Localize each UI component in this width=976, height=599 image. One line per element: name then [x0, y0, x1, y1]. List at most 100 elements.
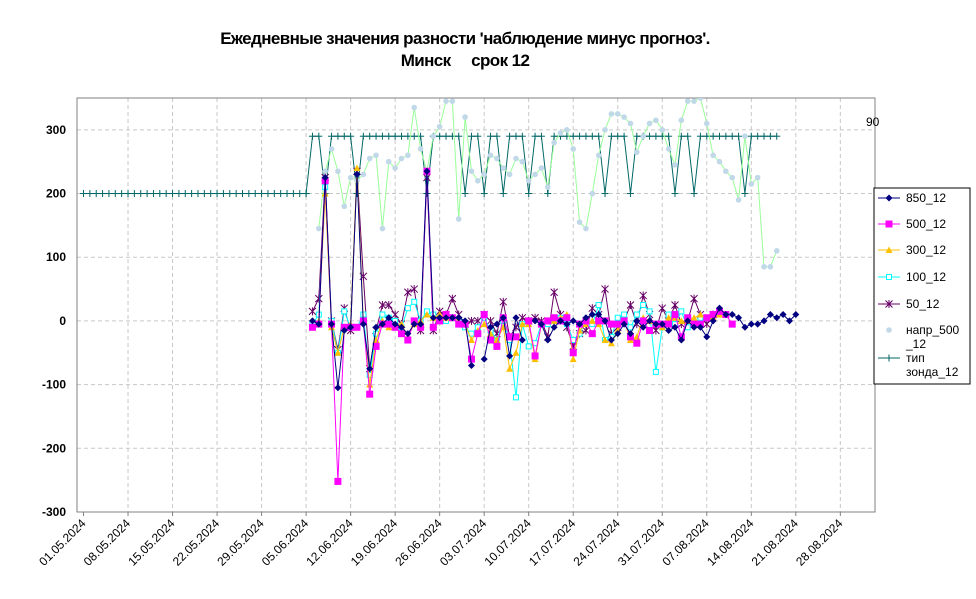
data-point [385, 158, 392, 165]
series-line [312, 187, 701, 398]
data-point [525, 190, 533, 198]
plot-area [76, 97, 876, 513]
data-point [773, 248, 780, 254]
data-point [735, 197, 742, 203]
data-point [576, 132, 584, 140]
data-point [442, 314, 450, 322]
data-point [886, 327, 892, 333]
series-markers [316, 98, 780, 270]
x-tick-label: 12.06.2024 [303, 516, 356, 569]
legend-item-тип-зонда_12: тип зонда_12 [878, 351, 959, 379]
data-point [531, 132, 539, 140]
data-point [601, 336, 609, 344]
data-point [207, 190, 215, 198]
series-тип-зонда_12 [80, 132, 781, 198]
legend-label: 300_12 [906, 243, 946, 257]
data-point [550, 288, 558, 297]
data-point [360, 171, 367, 178]
data-point [741, 190, 749, 198]
data-point [885, 354, 893, 362]
x-tick-label: 05.06.2024 [259, 516, 312, 569]
data-point [537, 132, 545, 140]
data-point [702, 320, 711, 329]
data-point [500, 165, 507, 171]
data-point [627, 324, 634, 331]
data-point [601, 285, 609, 294]
data-point [747, 132, 755, 140]
data-point [640, 302, 647, 308]
data-point [512, 314, 520, 322]
data-point [646, 317, 654, 325]
data-point [410, 132, 418, 140]
data-point [595, 302, 602, 308]
data-point [525, 178, 532, 184]
data-point [564, 127, 570, 133]
data-point [118, 190, 126, 198]
data-point [270, 190, 278, 198]
data-point [678, 117, 685, 124]
data-point [258, 190, 266, 198]
legend-item-300_12: 300_12 [878, 243, 946, 257]
data-point [181, 190, 189, 198]
data-point [518, 320, 526, 328]
data-point [735, 314, 743, 322]
legend: 850_12 500_12 300_12 100_12 50_12 напр_500 _12… [873, 187, 971, 385]
data-point [398, 323, 405, 331]
data-point [652, 132, 660, 140]
data-point [532, 171, 538, 178]
data-point [372, 132, 380, 140]
legend-item-100_12: 100_12 [878, 270, 946, 284]
data-point [633, 339, 641, 347]
x-tick-label: 07.08.2024 [660, 516, 713, 569]
data-point [512, 333, 520, 341]
data-point [499, 190, 507, 198]
data-point [588, 317, 596, 324]
legend-item-напр_500_12: напр_500 _12 [886, 323, 959, 351]
data-point [748, 181, 755, 187]
data-point [665, 326, 673, 334]
data-point [200, 190, 208, 198]
data-point [493, 342, 501, 350]
data-point [620, 132, 628, 140]
data-point [162, 190, 170, 198]
x-tick-label: 28.08.2024 [793, 516, 846, 569]
data-point [728, 320, 736, 328]
data-point [709, 311, 717, 319]
data-point [652, 320, 660, 328]
data-point [417, 146, 424, 152]
data-point [716, 158, 723, 165]
data-point [372, 323, 380, 331]
data-point [544, 184, 551, 190]
data-point [525, 317, 533, 325]
data-point [384, 301, 393, 309]
legend-item-500_12: 500_12 [878, 217, 946, 231]
legend-label: 50_12 [906, 297, 940, 311]
data-point [588, 311, 596, 319]
data-point [754, 320, 762, 328]
data-point [264, 190, 272, 198]
data-point [308, 307, 317, 316]
data-point [512, 349, 520, 356]
data-point [487, 336, 495, 344]
data-point [467, 336, 475, 344]
x-tick-label: 03.07.2024 [437, 516, 490, 569]
data-point [499, 314, 507, 322]
data-point [716, 132, 723, 140]
data-point [92, 190, 100, 198]
data-point [487, 152, 494, 159]
data-point [480, 311, 488, 319]
data-point [569, 349, 577, 357]
data-point [341, 308, 348, 315]
data-point [646, 326, 654, 334]
data-point [518, 336, 526, 344]
data-point [149, 190, 157, 198]
data-point [690, 294, 698, 303]
data-point [652, 368, 659, 375]
data-point [378, 301, 387, 309]
y-tick-label: 100 [46, 250, 66, 264]
data-point [601, 317, 609, 325]
data-point [474, 132, 482, 140]
data-point [404, 336, 412, 344]
data-point [570, 146, 577, 152]
data-point [569, 355, 577, 363]
